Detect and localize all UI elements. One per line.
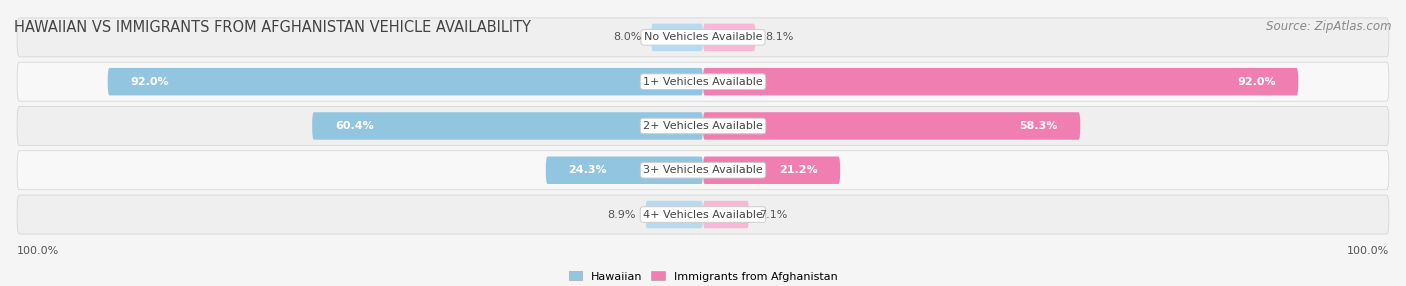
FancyBboxPatch shape bbox=[17, 62, 1389, 101]
Text: 8.9%: 8.9% bbox=[607, 210, 636, 220]
FancyBboxPatch shape bbox=[703, 156, 841, 184]
Text: 1+ Vehicles Available: 1+ Vehicles Available bbox=[643, 77, 763, 87]
Text: 100.0%: 100.0% bbox=[17, 247, 59, 257]
Text: 60.4%: 60.4% bbox=[335, 121, 374, 131]
Text: 58.3%: 58.3% bbox=[1019, 121, 1057, 131]
FancyBboxPatch shape bbox=[17, 18, 1389, 57]
Text: 92.0%: 92.0% bbox=[1237, 77, 1275, 87]
FancyBboxPatch shape bbox=[546, 156, 703, 184]
Text: 8.1%: 8.1% bbox=[765, 32, 793, 42]
Text: 24.3%: 24.3% bbox=[568, 165, 607, 175]
Text: Source: ZipAtlas.com: Source: ZipAtlas.com bbox=[1267, 20, 1392, 33]
Text: 7.1%: 7.1% bbox=[759, 210, 787, 220]
FancyBboxPatch shape bbox=[312, 112, 703, 140]
FancyBboxPatch shape bbox=[651, 24, 703, 51]
FancyBboxPatch shape bbox=[645, 201, 703, 228]
Text: 21.2%: 21.2% bbox=[779, 165, 817, 175]
FancyBboxPatch shape bbox=[17, 195, 1389, 234]
FancyBboxPatch shape bbox=[108, 68, 703, 96]
Text: 8.0%: 8.0% bbox=[613, 32, 641, 42]
FancyBboxPatch shape bbox=[703, 201, 749, 228]
FancyBboxPatch shape bbox=[17, 106, 1389, 146]
Text: 2+ Vehicles Available: 2+ Vehicles Available bbox=[643, 121, 763, 131]
Text: 4+ Vehicles Available: 4+ Vehicles Available bbox=[643, 210, 763, 220]
Text: No Vehicles Available: No Vehicles Available bbox=[644, 32, 762, 42]
Text: 92.0%: 92.0% bbox=[131, 77, 169, 87]
FancyBboxPatch shape bbox=[703, 112, 1080, 140]
Text: 3+ Vehicles Available: 3+ Vehicles Available bbox=[643, 165, 763, 175]
Legend: Hawaiian, Immigrants from Afghanistan: Hawaiian, Immigrants from Afghanistan bbox=[564, 267, 842, 286]
FancyBboxPatch shape bbox=[703, 68, 1298, 96]
FancyBboxPatch shape bbox=[703, 24, 755, 51]
FancyBboxPatch shape bbox=[17, 151, 1389, 190]
Text: HAWAIIAN VS IMMIGRANTS FROM AFGHANISTAN VEHICLE AVAILABILITY: HAWAIIAN VS IMMIGRANTS FROM AFGHANISTAN … bbox=[14, 20, 531, 35]
Text: 100.0%: 100.0% bbox=[1347, 247, 1389, 257]
